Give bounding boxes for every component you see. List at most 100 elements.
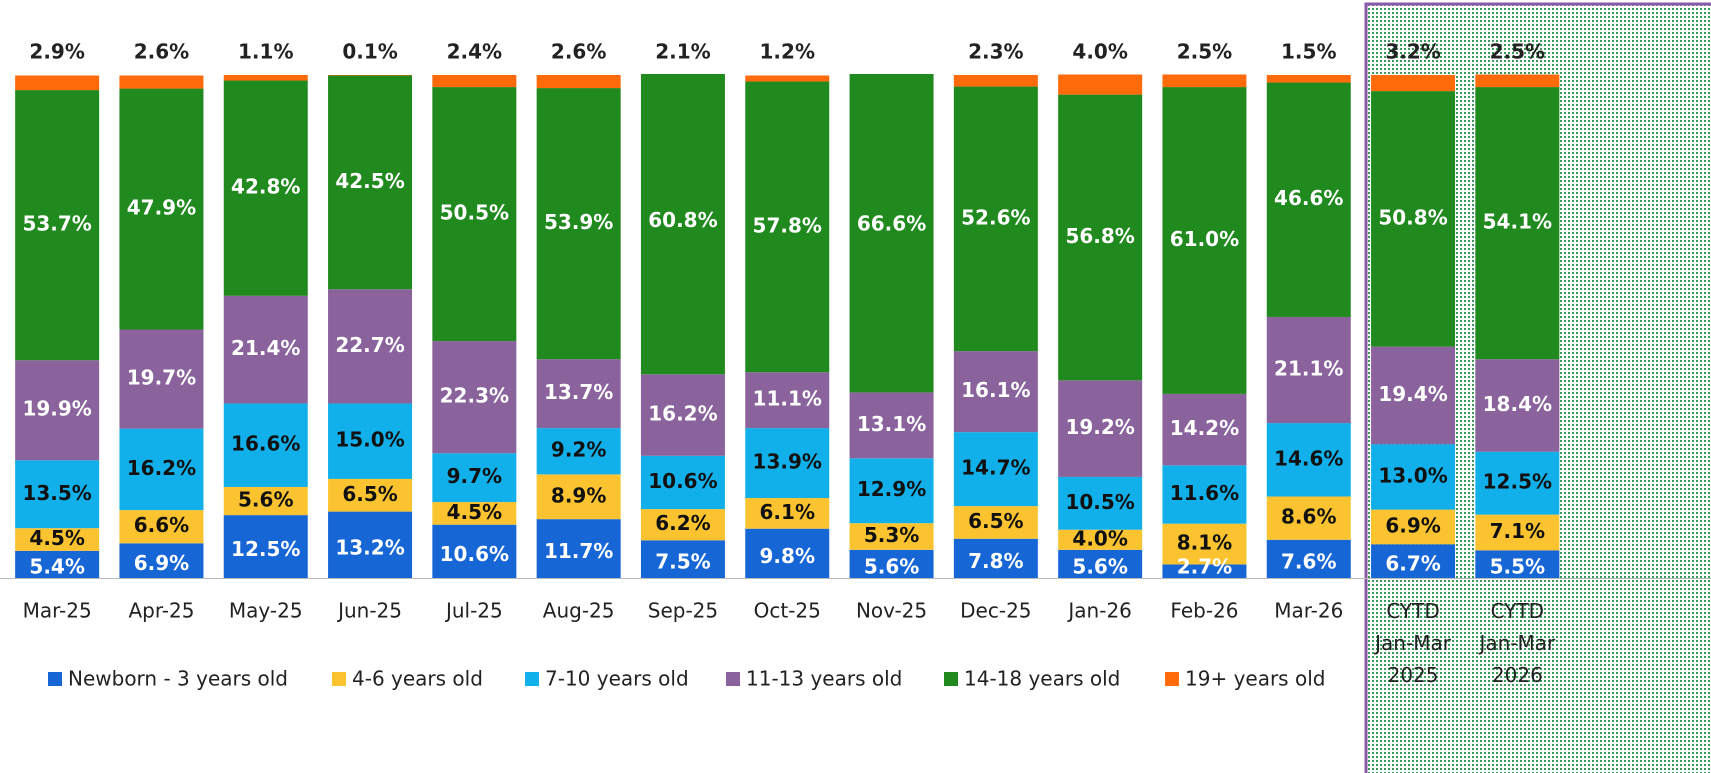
data-label: 13.7% bbox=[544, 380, 613, 404]
data-label: 2.5% bbox=[1177, 40, 1232, 64]
data-label: 16.6% bbox=[231, 432, 300, 456]
data-label: 0.1% bbox=[342, 40, 397, 64]
data-label: 6.6% bbox=[134, 513, 189, 537]
data-label: 12.9% bbox=[857, 477, 926, 501]
bar-segment bbox=[1475, 514, 1560, 551]
data-label: 8.1% bbox=[1177, 531, 1232, 555]
data-label: 19.2% bbox=[1065, 415, 1134, 439]
bar-segment bbox=[640, 74, 725, 375]
data-label: 54.1% bbox=[1483, 210, 1552, 234]
legend-label: Newborn - 3 years old bbox=[68, 667, 288, 691]
bar-segment bbox=[1058, 549, 1143, 578]
data-label: 16.2% bbox=[127, 456, 196, 480]
data-label: 2.3% bbox=[968, 40, 1023, 64]
x-tick-label: Oct-25 bbox=[754, 599, 821, 623]
bar-segment bbox=[119, 88, 204, 330]
data-label: 13.0% bbox=[1378, 463, 1447, 487]
x-tick-label: Jul-25 bbox=[444, 599, 503, 623]
bar-segment bbox=[745, 75, 830, 82]
data-label: 6.2% bbox=[655, 511, 710, 535]
bar-segment bbox=[223, 403, 308, 487]
bar-segment bbox=[432, 75, 517, 88]
bar-segment bbox=[15, 528, 100, 551]
bar-segment bbox=[432, 87, 517, 342]
bar-segment bbox=[1058, 74, 1143, 95]
data-label: 11.7% bbox=[544, 539, 613, 563]
legend-swatch bbox=[1165, 672, 1179, 686]
legend-label: 11-13 years old bbox=[746, 667, 902, 691]
data-label: 8.9% bbox=[551, 483, 606, 507]
data-label: 14.2% bbox=[1170, 416, 1239, 440]
x-tick-label: Sep-25 bbox=[648, 599, 718, 623]
bar-segment bbox=[849, 458, 934, 524]
legend-label: 19+ years old bbox=[1185, 667, 1325, 691]
bar-segment bbox=[1475, 550, 1560, 578]
bar-segment bbox=[953, 432, 1038, 507]
bar-segment bbox=[1162, 564, 1247, 578]
bar-segment bbox=[328, 403, 413, 479]
legend-swatch bbox=[944, 672, 958, 686]
x-tick-label: CYTD Jan-Mar 2025 bbox=[1373, 599, 1452, 687]
x-tick-label: Apr-25 bbox=[128, 599, 194, 623]
bar-segment bbox=[1371, 544, 1456, 578]
bar-segment bbox=[1266, 316, 1351, 424]
data-label: 10.6% bbox=[648, 469, 717, 493]
data-label: 7.1% bbox=[1490, 519, 1545, 543]
x-tick-label: Jun-25 bbox=[336, 599, 402, 623]
data-label: 10.6% bbox=[440, 542, 509, 566]
bar-segment bbox=[223, 515, 308, 578]
data-label: 7.5% bbox=[655, 550, 710, 574]
bar-segment bbox=[640, 509, 725, 541]
bar-segment bbox=[1162, 393, 1247, 466]
bar-segment bbox=[432, 524, 517, 578]
data-label: 16.1% bbox=[961, 378, 1030, 402]
bar-segment bbox=[1371, 444, 1456, 510]
data-label: 14.7% bbox=[961, 456, 1030, 480]
data-label: 56.8% bbox=[1065, 224, 1134, 248]
bar-segment bbox=[1162, 87, 1247, 394]
data-label: 18.4% bbox=[1483, 392, 1552, 416]
data-label: 61.0% bbox=[1170, 227, 1239, 251]
data-label: 47.9% bbox=[127, 196, 196, 220]
data-label: 4.0% bbox=[1072, 40, 1127, 64]
data-label: 13.2% bbox=[335, 535, 404, 559]
bar-segment bbox=[849, 549, 934, 578]
legend-label: 7-10 years old bbox=[545, 667, 689, 691]
data-label: 4.5% bbox=[29, 526, 84, 550]
data-label: 2.1% bbox=[655, 40, 710, 64]
bar-segment bbox=[849, 523, 934, 550]
data-label: 5.6% bbox=[1072, 554, 1127, 578]
data-label: 6.5% bbox=[968, 509, 1023, 533]
data-label: 13.1% bbox=[857, 412, 926, 436]
bar-segment bbox=[536, 519, 621, 578]
bar-segment bbox=[1162, 74, 1247, 88]
data-label: 7.6% bbox=[1281, 549, 1336, 573]
bar-segment bbox=[745, 81, 830, 373]
bar-segment bbox=[119, 329, 204, 429]
data-label: 9.8% bbox=[760, 544, 815, 568]
bar-segment bbox=[1475, 74, 1560, 88]
bar-segment bbox=[328, 478, 413, 512]
data-label: 11.6% bbox=[1170, 481, 1239, 505]
data-label: 13.5% bbox=[22, 481, 91, 505]
data-label: 14.6% bbox=[1274, 446, 1343, 470]
data-label: 2.4% bbox=[447, 40, 502, 64]
data-label: 6.5% bbox=[342, 482, 397, 506]
labels: Mar-25 5.4% 4.5% 13.5% 19.9% 53.7% 2.9% Apr-25 6… bbox=[22, 40, 1556, 691]
bar-segment bbox=[1266, 75, 1351, 83]
bar-segment bbox=[953, 351, 1038, 433]
data-label: 21.1% bbox=[1274, 357, 1343, 381]
bar-segment bbox=[1266, 423, 1351, 497]
data-label: 42.5% bbox=[335, 169, 404, 193]
data-label: 6.7% bbox=[1385, 552, 1440, 576]
data-label: 66.6% bbox=[857, 211, 926, 235]
data-label: 15.0% bbox=[335, 428, 404, 452]
bar-segment bbox=[328, 75, 413, 76]
data-label: 6.1% bbox=[760, 500, 815, 524]
bar-segment bbox=[1475, 359, 1560, 452]
data-label: 2.6% bbox=[134, 40, 189, 64]
data-label: 5.6% bbox=[238, 488, 293, 512]
bar-segment bbox=[1371, 346, 1456, 445]
bar-segment bbox=[328, 511, 413, 578]
bar-segment bbox=[15, 460, 100, 529]
